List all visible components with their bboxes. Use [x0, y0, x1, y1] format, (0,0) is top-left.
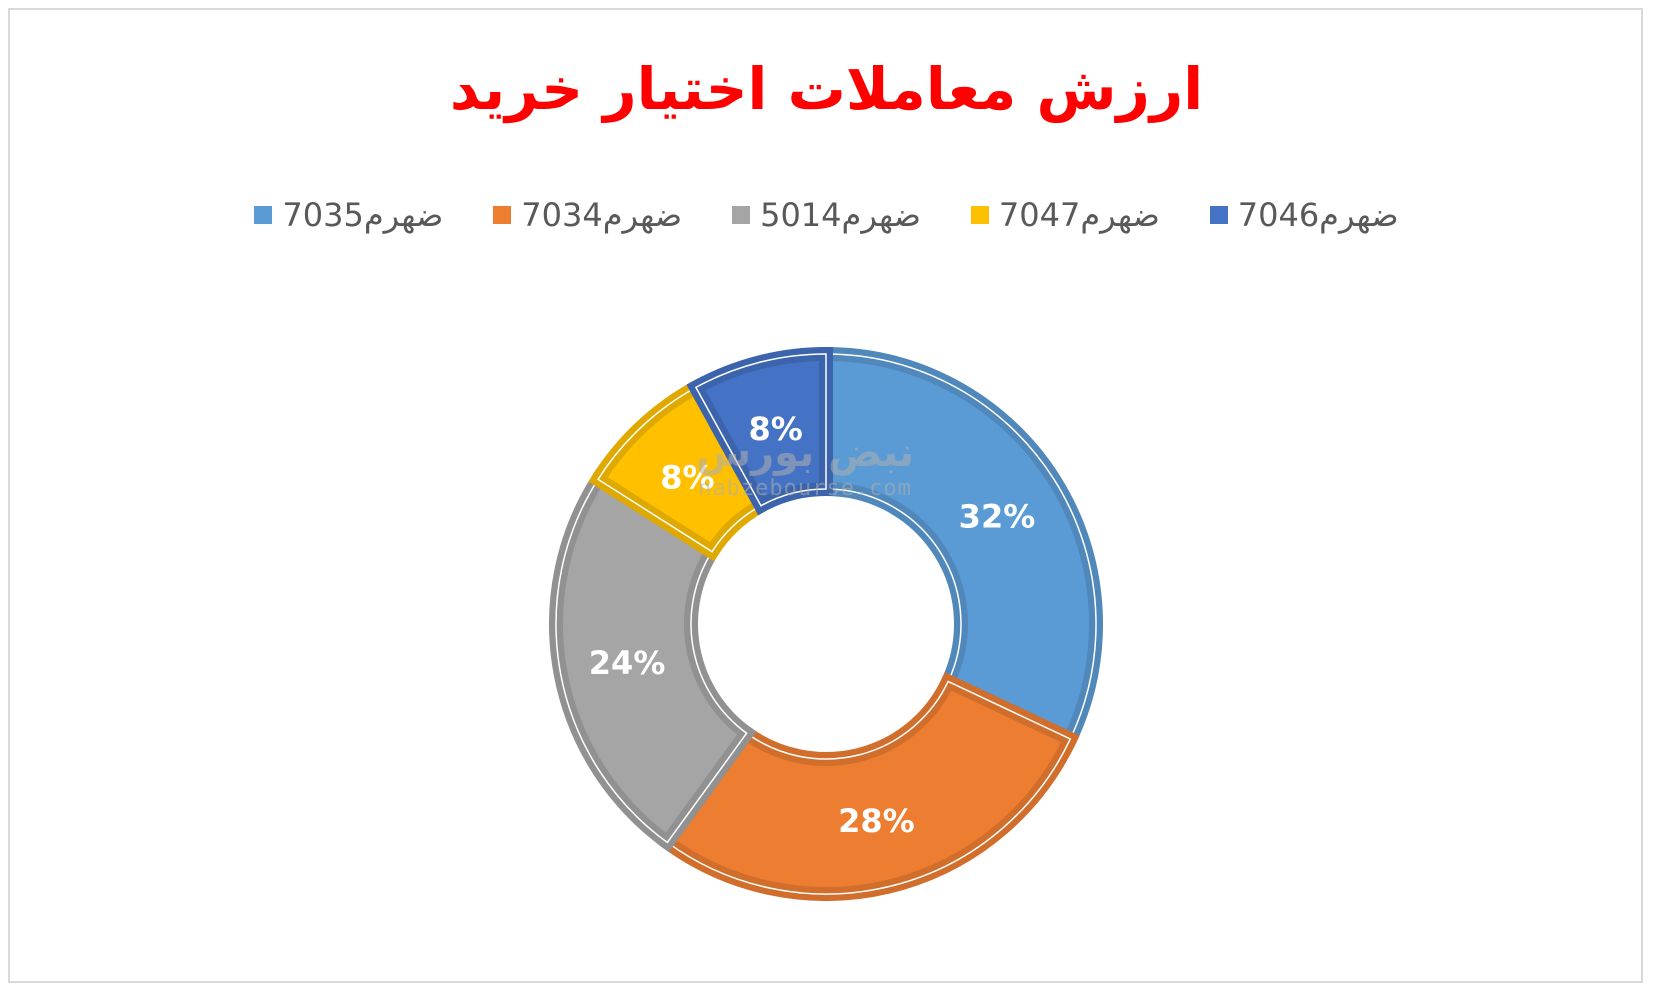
data-label: 8%: [660, 458, 714, 496]
legend-item: ضهرم7034: [493, 196, 682, 234]
watermark-logo: نبض بورس: [695, 430, 915, 476]
legend-swatch: [732, 206, 751, 224]
legend-swatch: [970, 206, 989, 224]
slice-separator: [825, 353, 1097, 740]
legend-label: ضهرم5014: [760, 196, 921, 234]
slice-separator: [694, 353, 827, 507]
legend-label: ضهرم7047: [998, 196, 1160, 234]
legend-item: ضهرم7035: [254, 196, 443, 234]
legend-item: ضهرم7046: [1209, 196, 1399, 234]
legend-label: ضهرم7035: [282, 196, 444, 234]
slice-separator: [666, 680, 1072, 895]
chart-legend: ضهرم7035 ضهرم7034 ضهرم5014 ضهرم7047 ضهرم…: [0, 196, 1653, 234]
watermark-url: nabzebourse.com: [698, 476, 912, 501]
data-label: 24%: [589, 644, 666, 682]
watermark: نبض بورس nabzebourse.com: [665, 430, 945, 501]
legend-swatch: [1209, 206, 1228, 224]
chart-title: ارزش معاملات اختیار خرید: [449, 55, 1204, 123]
legend-label: ضهرم7046: [1237, 196, 1399, 234]
legend-label: ضهرم7034: [521, 196, 683, 234]
legend-swatch: [493, 206, 512, 224]
legend-item: ضهرم5014: [732, 196, 921, 234]
data-label: 32%: [959, 497, 1036, 535]
slice-separator: [555, 478, 748, 844]
legend-item: ضهرم7047: [970, 196, 1160, 234]
data-label: 8%: [748, 410, 802, 448]
legend-swatch: [254, 206, 273, 224]
data-label: 28%: [838, 802, 915, 840]
